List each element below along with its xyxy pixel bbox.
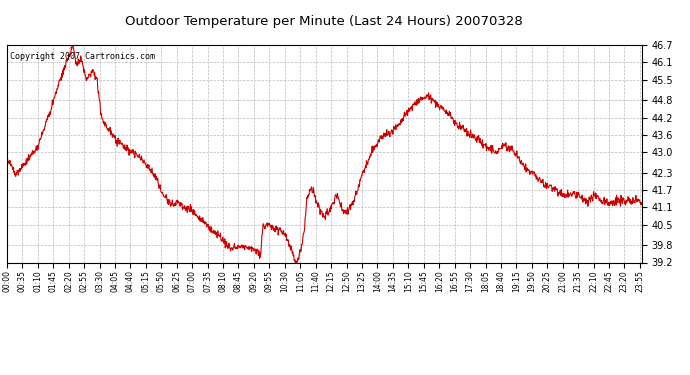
Text: Copyright 2007 Cartronics.com: Copyright 2007 Cartronics.com [10,51,155,60]
Text: Outdoor Temperature per Minute (Last 24 Hours) 20070328: Outdoor Temperature per Minute (Last 24 … [126,15,523,28]
